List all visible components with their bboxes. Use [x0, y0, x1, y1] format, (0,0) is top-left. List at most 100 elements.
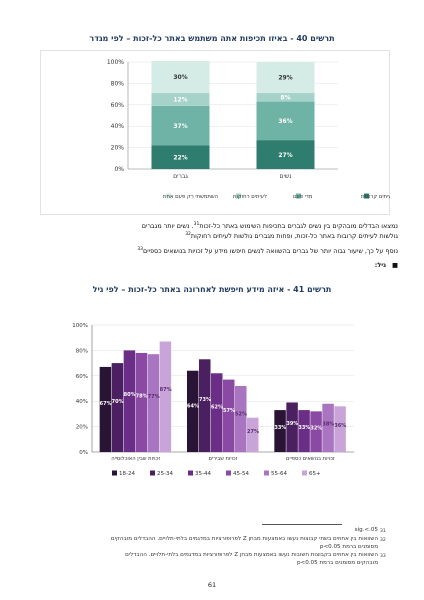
- bullet-icon: ■: [391, 261, 398, 269]
- chart1-svg: 0% 20% 40% 60% 80% 100% 27% 36% 8% 29% נשים 22% 37% 1…: [40, 50, 390, 215]
- chart2-x-tick: זכויות שבין האוכלוסייה: [111, 456, 160, 462]
- chart1-legend-swatch: [296, 193, 301, 199]
- paragraph-3-text: נוסף על כך, שיעור גבוה יותר של גברים בהש…: [142, 247, 398, 256]
- footnote-32: השוואות בין אחוזים בשתי קבוצות נעשו באמצ…: [110, 536, 378, 552]
- chart2-legend-swatch: [112, 470, 117, 476]
- chart2-legend-label: 65+: [309, 471, 321, 477]
- chart2-legend-label: 45-54: [233, 471, 249, 477]
- chart2-bar: [223, 379, 235, 452]
- chart2-data-label: 73%: [199, 397, 211, 403]
- chart2-data-label: 80%: [124, 392, 136, 398]
- chart2-data-label: 78%: [136, 394, 148, 400]
- chart2-bar: [298, 410, 310, 452]
- chart2-bar: [286, 402, 298, 452]
- chart1-legend-label: מדי פעם: [293, 194, 313, 200]
- page-number: 61: [207, 581, 217, 589]
- chart1-bar-segment: [151, 105, 210, 146]
- chart1-bar-segment: [256, 93, 315, 102]
- chart2-y-tick: 40%: [76, 399, 88, 405]
- chart2-bar: [147, 354, 160, 452]
- chart1-y-tick: 80%: [111, 80, 125, 87]
- chart1-legend-swatch: [166, 193, 171, 199]
- paragraph-1: נמצאו הבדלים מובהקים בין נשים לגברים בתכ…: [28, 220, 398, 231]
- chart1-data-label: 36%: [278, 118, 292, 125]
- chart2-legend-label: 35-44: [195, 471, 211, 477]
- chart1-legend-label: לעיתים רחוקות: [233, 194, 267, 200]
- chart2-x-tick: זכויות שבירים: [209, 456, 238, 462]
- chart2-bar: [334, 406, 346, 452]
- chart1-frame: [40, 50, 390, 215]
- chart1-data-label: 12%: [173, 97, 187, 104]
- chart1-data-label: 37%: [173, 123, 187, 130]
- chart1-y-tick: 40%: [111, 123, 125, 130]
- chart2-data-label: 70%: [112, 399, 124, 405]
- footnote-33: השוואות בין אחוזים בקבוצות חשובות נעשו ב…: [110, 552, 378, 568]
- chart2-legend-label: 25-34: [157, 471, 173, 477]
- footnote-numbers: 31 32 33: [380, 528, 394, 569]
- chart1-legend-swatch: [364, 193, 369, 199]
- chart2-data-label: 36%: [334, 423, 346, 429]
- chart2-data-label: 87%: [160, 387, 172, 393]
- chart1-legend-swatch: [236, 193, 241, 199]
- footnote-divider: [262, 524, 342, 525]
- footnote-num-32: 32: [380, 538, 386, 543]
- chart1-data-label: 8%: [280, 95, 290, 102]
- chart1-bar-segment: [256, 140, 315, 169]
- chart2-legend-swatch: [302, 470, 307, 476]
- bullet-age: ■ גיל:: [28, 260, 398, 270]
- chart2-legend-swatch: [264, 470, 269, 476]
- chart2-bar: [99, 366, 112, 452]
- chart2-legend-label: 55-64: [271, 471, 287, 477]
- footnote-33-text: השוואות בין אחוזים בקבוצות חשובות נעשו ב…: [125, 552, 378, 566]
- chart1-bar-segment: [151, 93, 210, 106]
- chart2-data-label: 62%: [211, 405, 223, 411]
- chart1-y-tick: 100%: [107, 59, 124, 66]
- chart2-bar: [211, 373, 223, 452]
- chart2-x-tick: זכויות בנושאים כספיים: [286, 456, 335, 462]
- chart1-bar-segment: [151, 145, 210, 169]
- chart2-bar: [123, 350, 136, 452]
- chart2-y-tick: 80%: [76, 348, 88, 354]
- chart2-bar: [310, 411, 322, 452]
- chart2-data-label: 57%: [223, 408, 235, 414]
- chart2-y-tick: 0%: [79, 450, 88, 456]
- chart1-data-label: 22%: [173, 154, 187, 161]
- chart2-bar: [135, 352, 148, 452]
- chart2-legend-swatch: [226, 470, 231, 476]
- footnote-num-33: 33: [380, 554, 386, 559]
- chart2-data-label: 77%: [148, 394, 160, 400]
- chart2-data-label: 32%: [310, 426, 322, 432]
- chart2-y-tick: 100%: [72, 323, 88, 329]
- footnotes: sig.<.05 השוואות בין אחוזים בשתי קבוצות …: [110, 527, 378, 568]
- chart2-legend-swatch: [188, 470, 193, 476]
- chart2-bar: [235, 385, 247, 452]
- chart2-data-label: 33%: [298, 425, 310, 431]
- paragraph-2-text: גולשות לעיתים קרובות באתר כל-זכות, ופחות…: [190, 232, 398, 241]
- chart2-bar: [111, 363, 124, 452]
- chart2-bar: [274, 410, 286, 452]
- footnote-ref-31: 31: [193, 222, 200, 227]
- chart1-y-tick: 60%: [111, 102, 125, 109]
- paragraph-1-text: נמצאו הבדלים מובהקים בין נשים לגברים בתכ…: [199, 222, 398, 231]
- chart1-y-tick: 20%: [111, 145, 125, 152]
- chart2-bar: [322, 403, 334, 452]
- footnote-ref-33: 33: [137, 247, 143, 252]
- chart2-data-label: 27%: [247, 429, 259, 435]
- chart1-data-label: 30%: [173, 74, 187, 81]
- chart2-y-tick: 60%: [76, 374, 88, 380]
- chart1-bar-segment: [256, 62, 315, 94]
- chart2-legend-swatch: [150, 470, 155, 476]
- chart2-data-label: 38%: [322, 421, 334, 427]
- chart2-bar: [199, 359, 211, 452]
- paragraph-3: נוסף על כך, שיעור גבוה יותר של גברים בהש…: [28, 245, 398, 256]
- chart1-legend-label: לעיתים קרובות: [361, 194, 390, 200]
- chart2-bar: [159, 341, 172, 452]
- chart1-y-tick: 0%: [114, 166, 124, 173]
- chart1-title: תרשים 40 - באיזו תכיפות אתה משתמש באתר כ…: [89, 34, 335, 43]
- chart2-data-label: 52%: [235, 412, 247, 418]
- chart1-legend-label: השתמשתי רק פעם אחת: [163, 194, 218, 200]
- chart2-bar: [187, 370, 199, 452]
- footnote-31: sig.<.05: [110, 527, 378, 536]
- chart1-x-tick: גברים: [173, 173, 188, 180]
- footnote-32-text: השוואות בין אחוזים בשתי קבוצות נעשו באמצ…: [110, 536, 378, 550]
